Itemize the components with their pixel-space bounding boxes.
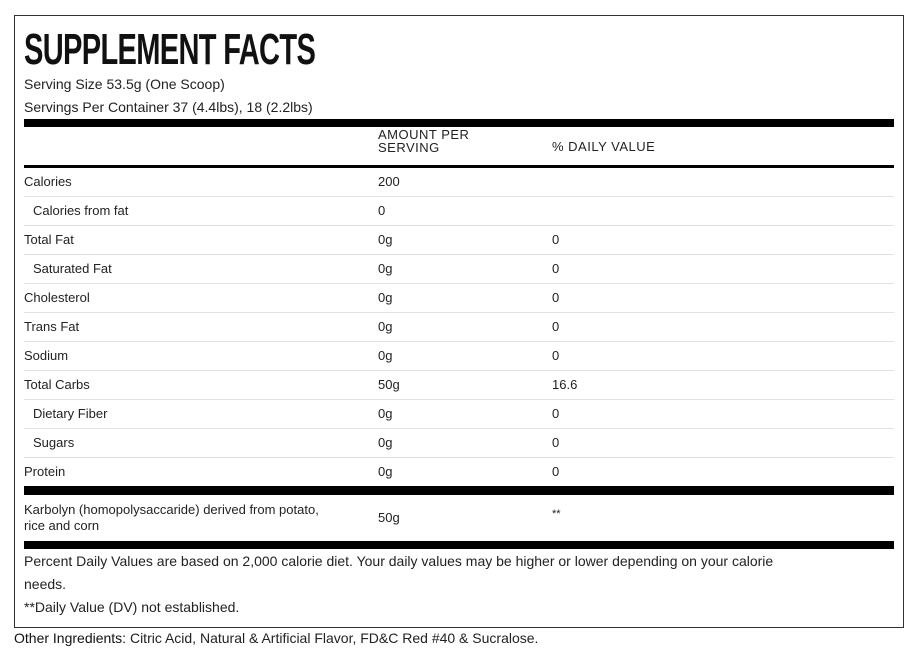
nutrient-name: Protein bbox=[24, 464, 66, 479]
table-row: Total Carbs 50g 16.6 bbox=[24, 371, 894, 400]
daily-value: 0 bbox=[552, 406, 560, 421]
daily-value: 0 bbox=[552, 290, 560, 305]
servings-per-container: Servings Per Container 37 (4.4lbs), 18 (… bbox=[24, 99, 313, 115]
nutrient-name: Cholesterol bbox=[24, 290, 90, 305]
amount-per-serving: 200 bbox=[378, 174, 400, 189]
nutrient-name: Sugars bbox=[33, 435, 75, 450]
amount-per-serving: 0g bbox=[378, 406, 393, 421]
footnote-dv-cont: needs. bbox=[24, 576, 67, 592]
amount-per-serving: 0g bbox=[378, 348, 393, 363]
amount-per-serving: 0g bbox=[378, 319, 393, 334]
table-row: Protein 0g 0 bbox=[24, 458, 894, 487]
nutrient-name: Saturated Fat bbox=[33, 261, 112, 276]
daily-value: 0 bbox=[552, 261, 560, 276]
karbolyn-dv: ** bbox=[552, 508, 561, 520]
karbolyn-amount: 50g bbox=[378, 510, 400, 525]
amount-per-serving: 0g bbox=[378, 464, 393, 479]
daily-value: 0 bbox=[552, 319, 560, 334]
amount-per-serving: 0g bbox=[378, 232, 393, 247]
nutrient-name: Total Carbs bbox=[24, 377, 90, 392]
daily-value-header: % DAILY VALUE bbox=[552, 139, 656, 154]
table-row: Calories 200 bbox=[24, 168, 894, 197]
daily-value: 0 bbox=[552, 464, 560, 479]
karbolyn-row: Karbolyn (homopolysaccaride) derived fro… bbox=[24, 495, 894, 541]
divider-thick bbox=[24, 119, 894, 127]
supplement-facts-panel: SUPPLEMENT FACTS Serving Size 53.5g (One… bbox=[14, 15, 904, 628]
nutrient-name: Calories from fat bbox=[33, 203, 129, 218]
table-row: Calories from fat 0 bbox=[24, 197, 894, 226]
table-row: Dietary Fiber 0g 0 bbox=[24, 400, 894, 429]
amount-per-serving: 50g bbox=[378, 377, 400, 392]
nutrient-name: Dietary Fiber bbox=[33, 406, 108, 421]
amount-per-serving: 0g bbox=[378, 261, 393, 276]
daily-value: 0 bbox=[552, 435, 560, 450]
nutrient-name: Calories bbox=[24, 174, 72, 189]
nutrient-name: Total Fat bbox=[24, 232, 74, 247]
table-row: Cholesterol 0g 0 bbox=[24, 284, 894, 313]
amount-per-serving: 0g bbox=[378, 435, 393, 450]
footnote-dv: Percent Daily Values are based on 2,000 … bbox=[24, 553, 774, 569]
panel-title: SUPPLEMENT FACTS bbox=[24, 25, 316, 74]
serving-size: Serving Size 53.5g (One Scoop) bbox=[24, 76, 225, 92]
nutrient-name: Sodium bbox=[24, 348, 69, 363]
other-ingredients: Other Ingredients: Citric Acid, Natural … bbox=[14, 630, 539, 646]
daily-value: 0 bbox=[552, 232, 560, 247]
daily-value: 0 bbox=[552, 348, 560, 363]
daily-value: 16.6 bbox=[552, 377, 578, 392]
karbolyn-name: Karbolyn (homopolysaccaride) derived fro… bbox=[24, 502, 319, 533]
divider-thick bbox=[24, 541, 894, 549]
amount-header: AMOUNT PER SERVING bbox=[378, 127, 470, 155]
amount-per-serving: 0g bbox=[378, 290, 393, 305]
divider-thick bbox=[24, 486, 894, 495]
table-row: Total Fat 0g 0 bbox=[24, 226, 894, 255]
divider-header bbox=[24, 165, 894, 168]
table-row: Trans Fat 0g 0 bbox=[24, 313, 894, 342]
table-row: Sugars 0g 0 bbox=[24, 429, 894, 458]
footnote-not-established: **Daily Value (DV) not established. bbox=[24, 599, 240, 615]
table-row: Sodium 0g 0 bbox=[24, 342, 894, 371]
amount-per-serving: 0 bbox=[378, 203, 386, 218]
table-row: Saturated Fat 0g 0 bbox=[24, 255, 894, 284]
nutrient-name: Trans Fat bbox=[24, 319, 80, 334]
